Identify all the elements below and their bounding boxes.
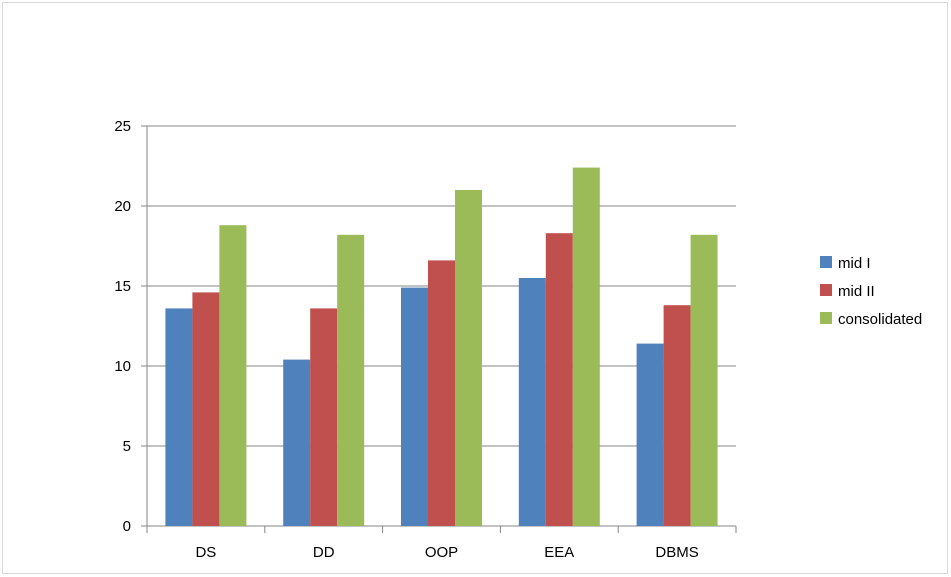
y-tick-label: 15: [114, 278, 131, 295]
bar-mid-ii-dd: [310, 308, 338, 526]
y-tick-label: 10: [114, 358, 131, 375]
y-tick-label: 20: [114, 198, 131, 215]
bar-consolidated-oop: [455, 190, 482, 526]
bar-consolidated-eea: [572, 167, 600, 526]
bar-mid-ii-eea: [545, 233, 573, 526]
legend-swatch: [820, 312, 832, 324]
x-tick-label: DD: [313, 544, 335, 561]
bar-consolidated-dd: [337, 234, 365, 527]
legend-label: mid II: [838, 283, 875, 300]
bar-mid-ii-dbms: [663, 305, 691, 526]
bar-consolidated-dbms: [690, 234, 718, 527]
x-tick-label: DS: [195, 544, 216, 561]
y-tick-label: 5: [123, 438, 131, 455]
legend-swatch: [820, 256, 832, 268]
bar-mid-i-eea: [518, 278, 546, 526]
y-tick-label: 0: [123, 518, 131, 535]
bar-mid-i-dd: [283, 359, 311, 526]
x-tick-label: DBMS: [655, 544, 698, 561]
y-tick-label: 25: [114, 118, 131, 135]
x-tick-label: OOP: [425, 544, 458, 561]
bar-mid-ii-ds: [192, 292, 220, 526]
bar-mid-i-ds: [165, 308, 193, 526]
legend-label: mid I: [838, 255, 871, 272]
bar-mid-i-dbms: [636, 343, 664, 526]
x-tick-label: EEA: [544, 544, 574, 561]
bar-mid-i-oop: [401, 287, 428, 526]
legend-label: consolidated: [838, 311, 922, 328]
bar-mid-ii-oop: [428, 260, 455, 526]
legend-swatch: [820, 284, 832, 296]
bar-consolidated-ds: [219, 225, 247, 526]
